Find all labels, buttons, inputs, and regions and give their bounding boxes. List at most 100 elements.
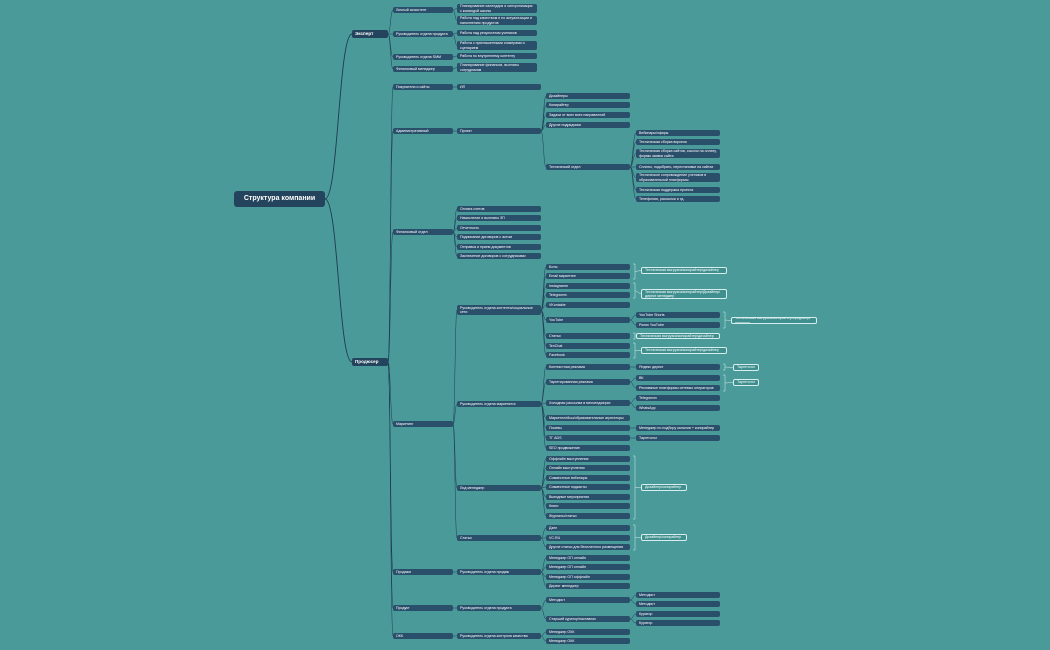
node-rukpr[interactable]: Руководитель отдела продаж bbox=[457, 569, 541, 575]
node-ruksmm1[interactable]: Работа по внутреннему контенту bbox=[457, 53, 537, 59]
node-n5[interactable]: Техническая выгрузка/копирайтер/дизайнер bbox=[641, 347, 727, 354]
node-m5a[interactable]: Менеджер по подбору каналов + копирайтер bbox=[636, 425, 720, 431]
node-m5[interactable]: Посевы bbox=[546, 425, 630, 431]
node-rukprod[interactable]: Руководитель отдела продукта bbox=[393, 31, 453, 37]
node-drugie[interactable]: Другие подрядчики bbox=[546, 122, 630, 128]
node-teh3[interactable]: Техническая сборка сайтов, ссылок на опл… bbox=[636, 149, 720, 158]
node-l5[interactable]: Выездные мероприятия bbox=[546, 494, 630, 500]
node-n3b[interactable]: Техническая выгрузка/копирайтер/продюсер… bbox=[731, 317, 817, 324]
node-fin2[interactable]: Начисление и выплаты ЗП bbox=[457, 215, 541, 221]
node-p3[interactable]: Менеджер ОП оффлайн bbox=[546, 574, 630, 580]
node-m2b[interactable]: Рекламные платформы сетевых операторов bbox=[636, 385, 720, 391]
node-k4[interactable]: Telegramm bbox=[546, 292, 630, 298]
node-m2a[interactable]: ВК bbox=[636, 375, 720, 381]
node-l3[interactable]: Совместные вэбинары bbox=[546, 475, 630, 481]
node-finman[interactable]: Финансовый менеджер bbox=[393, 66, 453, 72]
node-pr2a[interactable]: Куратор bbox=[636, 611, 720, 617]
node-rukprod1[interactable]: Работа над результатом учеников bbox=[457, 30, 537, 36]
node-teh7[interactable]: Телефония, рассылки и тд. bbox=[636, 196, 720, 202]
node-k6[interactable]: YouTube bbox=[546, 317, 630, 323]
node-n8[interactable]: Дизайнер/копирайтер bbox=[641, 484, 687, 491]
node-fin5[interactable]: Отправка и прием документов bbox=[457, 244, 541, 250]
node-fin1[interactable]: Оплата счетов bbox=[457, 206, 541, 212]
node-lichasist1[interactable]: Планирование календаря и синхронизация с… bbox=[457, 4, 537, 13]
node-teh1[interactable]: Вебинары/эфиры bbox=[636, 130, 720, 136]
node-m3b[interactable]: WhatsApp bbox=[636, 405, 720, 411]
node-m6[interactable]: ТГ ADS bbox=[546, 435, 630, 441]
node-producer[interactable]: Продюсер bbox=[352, 358, 388, 366]
node-pokupki[interactable]: Покупатели и сайты bbox=[393, 84, 453, 90]
node-zadachi[interactable]: Задачи от всех всех направлений bbox=[546, 112, 630, 118]
node-l1[interactable]: Оффлайн выступления bbox=[546, 456, 630, 462]
node-teh5[interactable]: Техническое сопровождение учеников в обр… bbox=[636, 173, 720, 182]
node-l4[interactable]: Совместные подкасты bbox=[546, 484, 630, 490]
node-k6b[interactable]: Ролик YouTube bbox=[636, 322, 720, 328]
node-fin[interactable]: Финансовый отдел bbox=[393, 229, 453, 235]
node-p1[interactable]: Менеджер ОП онлайн bbox=[546, 555, 630, 561]
node-m7[interactable]: SEO продвижение bbox=[546, 445, 630, 451]
node-s1[interactable]: Дзен bbox=[546, 525, 630, 531]
node-k7[interactable]: Статьи bbox=[546, 333, 630, 339]
node-m3a[interactable]: Telegramm bbox=[636, 395, 720, 401]
node-teh6[interactable]: Техническая поддержка проекта bbox=[636, 187, 720, 193]
node-k6a[interactable]: YouTube Shorts bbox=[636, 312, 720, 318]
node-k8[interactable]: TenChat bbox=[546, 343, 630, 349]
node-k5[interactable]: VKontakte bbox=[546, 302, 630, 308]
node-proekt[interactable]: Проект bbox=[457, 128, 541, 134]
node-teh[interactable]: Технический отдел bbox=[546, 164, 630, 170]
node-fin4[interactable]: Подписание договоров с актом bbox=[457, 234, 541, 240]
node-m2[interactable]: Таргетированная реклама bbox=[546, 379, 630, 385]
node-pr2[interactable]: Старший куратор/наставник bbox=[546, 616, 630, 622]
node-n4[interactable]: Техническая выгрузка/копирайтер/дизайнер bbox=[636, 333, 720, 339]
node-k3[interactable]: Instagramm bbox=[546, 283, 630, 289]
node-rukprod2[interactable]: Работа с приглашенными спикерами и сцена… bbox=[457, 41, 537, 50]
node-n2[interactable]: Техническая выгрузка/копирайтер/Дизайнер… bbox=[641, 289, 727, 299]
node-k2[interactable]: Email маркетинг bbox=[546, 273, 630, 279]
root-node[interactable]: Структура компании bbox=[234, 191, 325, 207]
node-n7[interactable]: Таргетолог bbox=[733, 379, 759, 386]
node-prodazhi[interactable]: Продажи bbox=[393, 569, 453, 575]
node-o2[interactable]: Менеджер ОКК bbox=[546, 638, 630, 644]
node-fin6[interactable]: Заключение договоров с сотрудниками bbox=[457, 253, 541, 259]
node-m1[interactable]: Контекстная реклама bbox=[546, 364, 630, 370]
node-rukkont[interactable]: Руководитель отдела контента/социальные … bbox=[457, 305, 541, 315]
node-lid[interactable]: Лид менеджер bbox=[457, 485, 541, 491]
node-stat[interactable]: Статьи bbox=[457, 535, 541, 541]
node-l7[interactable]: Журналы/статьи bbox=[546, 513, 630, 519]
node-pr1b[interactable]: Методист bbox=[636, 601, 720, 607]
node-l2[interactable]: Онлайн выступления bbox=[546, 465, 630, 471]
node-produkt[interactable]: Продукт bbox=[393, 605, 453, 611]
node-finman1[interactable]: Планирование финансов, выплаты сотрудник… bbox=[457, 63, 537, 72]
node-lichasist[interactable]: Личный ассистент bbox=[393, 7, 453, 13]
node-expert[interactable]: Эксперт bbox=[352, 30, 388, 38]
node-designery[interactable]: Дизайнеры bbox=[546, 93, 630, 99]
node-l6[interactable]: Книги bbox=[546, 503, 630, 509]
node-copyrighter[interactable]: Копирайтер bbox=[546, 102, 630, 108]
node-s3[interactable]: Другие статьи для бесплатного размещения bbox=[546, 544, 630, 550]
node-m6a[interactable]: Таргетолог bbox=[636, 435, 720, 441]
node-rukokk[interactable]: Руководитель отдела контроля качества bbox=[457, 633, 541, 639]
node-okk[interactable]: ОКК bbox=[393, 633, 453, 639]
node-n1[interactable]: Техническая выгрузка/копирайтер/дизайнер bbox=[641, 267, 727, 274]
node-m3[interactable]: Холодная рассылка в мессенджерах bbox=[546, 400, 630, 406]
node-p2[interactable]: Менеджер ОП онлайн bbox=[546, 564, 630, 570]
node-p4[interactable]: Директ менеджер bbox=[546, 583, 630, 589]
node-teh2[interactable]: Техническая сборка воронок bbox=[636, 139, 720, 145]
node-m1a[interactable]: Яндекс директ bbox=[636, 364, 720, 370]
node-k1[interactable]: Боты bbox=[546, 264, 630, 270]
node-o1[interactable]: Менеджер ОКК bbox=[546, 629, 630, 635]
node-s2[interactable]: VC.RU bbox=[546, 535, 630, 541]
node-pokupki1[interactable]: ИП bbox=[457, 84, 541, 90]
node-admin[interactable]: Административный bbox=[393, 128, 453, 134]
node-rukprd[interactable]: Руководитель отдела продукта bbox=[457, 605, 541, 611]
node-rukmark[interactable]: Руководитель отдела маркетинга bbox=[457, 401, 541, 407]
node-teh4[interactable]: Сплиты, подобрать, перестановки на сайта… bbox=[636, 164, 720, 170]
node-market[interactable]: Маркетинг bbox=[393, 421, 453, 427]
node-lichasist2[interactable]: Работа над качеством и по актуализации и… bbox=[457, 16, 537, 25]
node-n9[interactable]: Дизайнер/копирайтер bbox=[641, 534, 687, 541]
node-pr1[interactable]: Методист bbox=[546, 597, 630, 603]
node-pr2b[interactable]: Куратор bbox=[636, 620, 720, 626]
node-ruksmm[interactable]: Руководитель отдела SMM bbox=[393, 54, 453, 60]
node-n6[interactable]: Таргетолог bbox=[733, 364, 759, 371]
node-m4[interactable]: Маркетплейсы/образовательные агрегаторы bbox=[546, 415, 630, 421]
